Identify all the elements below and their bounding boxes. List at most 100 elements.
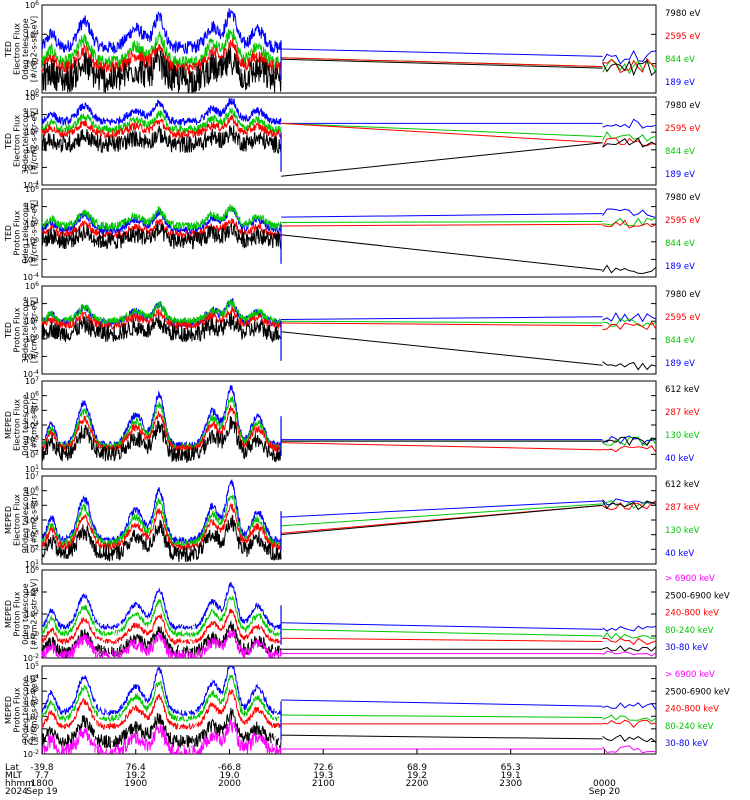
series-blue-pre-gap [41,385,282,450]
series-black-gap-interp [280,142,603,177]
series-red-post-gap [602,637,657,646]
legend-label-green: 80-240 keV [665,626,714,636]
series-red-gap-interp [281,223,603,227]
series-black-pre-gap [41,514,282,563]
y-tick-label: 105 [25,661,39,672]
legend-label-black: 7980 eV [665,9,701,19]
series-black-pre-gap [41,707,282,749]
series-magenta-pre-gap [41,719,282,756]
x-tick-lat: 68.9 [407,763,427,773]
series-blue-post-gap [602,702,657,711]
y-axis-label-line: Electron Flux [13,115,22,167]
legend-label-blue: 189 eV [665,262,695,272]
y-axis-label: TEDElectron Flux0deg telescope[#/cm2-s-s… [4,16,39,82]
series-black-gap-interp [280,331,603,366]
y-tick-label: 104 [25,420,39,431]
series-red-pre-gap [41,405,282,454]
y-tick-label: 106 [25,390,39,401]
legend-label-blue: 189 eV [665,359,695,369]
y-tick-label: 102 [25,58,39,69]
y-tick-label: 10-4 [23,180,39,191]
series-black-pre-gap [41,313,282,344]
series-blue-gap-interp [281,213,603,218]
legend-label-blue: 30-80 keV [665,739,708,749]
y-axis-label: TEDProton Flux30deg telescope[#/cm2-s-st… [4,297,39,364]
y-tick-label: 104 [25,298,39,309]
series-green-gap-interp [281,320,603,324]
x-tick-lat: 76.4 [126,763,146,773]
series-blue-post-gap [602,625,657,632]
y-tick-label: 107 [25,376,39,387]
y-axis-label-line: [#/cm2-s-str-eV] [30,200,39,266]
panel-1: 100 102 104 106 TEDElectron Flux0deg telesco… [4,0,701,98]
y-axis-label-line: Proton Flux [13,687,22,732]
y-axis-label-line: 30deg telescope [21,108,30,175]
y-tick-label: 106 [25,184,39,195]
series-black-pre-gap [41,222,282,250]
y-axis-label-line: 90deg telescope [21,487,30,554]
series-black-gap-interp [281,58,603,69]
y-axis-label: MEPEDProton Flux90deg telescope[#/cm2-s-… [4,675,39,746]
x-row-label-hhmm: hhmm [5,779,34,789]
y-tick-label: 10-4 [23,272,39,283]
series-red-post-gap [602,57,657,74]
y-tick-label: 104 [25,29,39,40]
legend-label-blue: 189 eV [665,170,695,180]
y-tick-label: 104 [25,673,39,684]
series-black-gap-interp [280,504,603,536]
y-axis-label-line: Electron Flux [13,23,22,75]
x-tick-mlt: 19.2 [407,771,427,781]
legend-label-black: 7980 eV [665,290,701,300]
x-row-label-lat: Lat [5,763,20,773]
x-tick-hhmm: 0000 [593,779,616,789]
y-axis-label-line: MEPED [4,506,13,534]
y-tick-label: 103 [25,434,39,445]
legend-label-magenta: > 6900 keV [665,574,715,584]
series-green-post-gap [602,436,657,446]
y-tick-label: 101 [25,559,39,570]
x-tick-lat: 72.6 [313,763,333,773]
series-magenta-pre-gap [41,629,282,660]
series-blue-gap-interp [281,500,603,518]
legend-label-blue: 30-80 keV [665,643,708,653]
series-green-pre-gap [41,204,282,232]
legend-label-black: 7980 eV [665,101,701,111]
y-tick-label: 103 [25,529,39,540]
series-red-pre-gap [41,608,281,646]
y-axis-label-line: MEPED [4,411,13,439]
series-blue-pre-gap [41,8,282,55]
y-axis-label-line: Proton Flux [13,591,22,636]
series-green-pre-gap [41,107,282,136]
panel-frame [41,665,657,755]
legend-label-red: 2595 eV [665,313,701,323]
y-axis-label-line: Proton Flux [13,210,22,255]
x-tick-mlt: 19.1 [501,771,521,781]
series-blue-pre-gap [41,665,282,718]
x-tick-lat: 65.3 [501,763,521,773]
y-axis-label-line: [#/cm2-s-str-eV] [30,297,39,363]
series-blue-post-gap [602,435,657,445]
series-blue-pre-gap [41,581,282,631]
y-tick-label: 10-4 [23,369,39,380]
series-blue-gap-interp [281,48,603,57]
series-black-post-gap [602,645,657,652]
series-black-pre-gap [41,47,282,93]
legend-label-blue: 40 keV [665,549,694,559]
legend-label-black: 612 keV [665,385,700,395]
y-tick-label: 102 [25,609,39,620]
y-axis-label-line: 0deg telescope [21,583,30,644]
y-tick-label: 107 [25,471,39,482]
series-green-gap-interp [281,628,603,637]
y-tick-label: 10-2 [23,749,39,760]
y-tick-label: 102 [25,449,39,460]
y-tick-label: 10-2 [23,351,39,362]
legend-label-green: 844 eV [665,336,695,346]
series-blue-post-gap [602,118,657,129]
panel-4: 10-4 10-2 100 102 104 106 TEDProton Flux30deg … [4,281,701,380]
legend-label-black: 2500-6900 keV [665,591,730,601]
series-green-gap-interp [281,714,603,719]
legend-label-blue: 40 keV [665,454,694,464]
y-tick-label: 101 [25,464,39,475]
series-green-post-gap [602,714,657,722]
series-black-post-gap [602,264,657,275]
